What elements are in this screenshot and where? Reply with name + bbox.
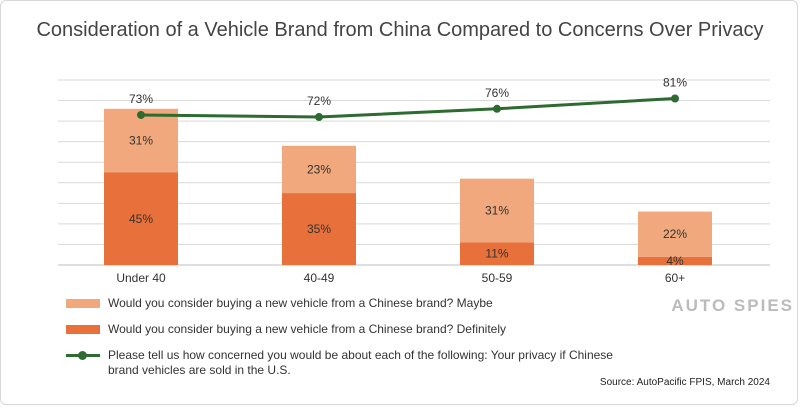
- bar-definitely: [282, 193, 356, 265]
- legend-item-maybe: Would you consider buying a new vehicle …: [66, 296, 493, 311]
- legend-swatch-maybe: [66, 299, 100, 308]
- privacy-label: 73%: [129, 92, 153, 106]
- category-label: Under 40: [116, 271, 166, 285]
- watermark-logo: AUTO SPIES: [671, 296, 794, 315]
- bar-definitely: [638, 256, 712, 265]
- bar-label-maybe: 22%: [663, 227, 687, 241]
- bar-labels: 45% 31% 35% 23% 11% 31% 4% 22%: [129, 134, 687, 268]
- bar-maybe: [638, 211, 712, 257]
- privacy-line-path: [140, 97, 676, 119]
- legend-label-line: Please tell us how concerned you would b…: [108, 348, 613, 377]
- privacy-point: [315, 113, 323, 121]
- bar-definitely: [460, 242, 534, 265]
- legend-label-definitely: Would you consider buying a new vehicle …: [108, 322, 506, 336]
- legend-item-line: Please tell us how concerned you would b…: [66, 348, 706, 378]
- bars: [104, 108, 712, 265]
- source-note: Source: AutoPacific FPIS, March 2024: [599, 377, 770, 388]
- bar-label-maybe: 23%: [307, 162, 331, 176]
- bar-label-definitely: 4%: [666, 254, 684, 268]
- legend-label-maybe: Would you consider buying a new vehicle …: [108, 296, 493, 310]
- privacy-line: 73% 72% 76% 81%: [129, 76, 687, 121]
- bar-maybe: [282, 145, 356, 194]
- bar-label-maybe: 31%: [485, 204, 509, 218]
- privacy-label: 81%: [663, 76, 687, 90]
- bar-maybe: [460, 178, 534, 243]
- privacy-label: 76%: [485, 86, 509, 100]
- bar-label-definitely: 45%: [129, 212, 153, 226]
- bar-label-definitely: 11%: [485, 247, 508, 261]
- legend-item-definitely: Would you consider buying a new vehicle …: [66, 322, 506, 337]
- category-labels: Under 40 40-49 50-59 60+: [116, 271, 685, 285]
- bar-label-maybe: 31%: [129, 134, 153, 148]
- category-label: 40-49: [304, 271, 335, 285]
- bar-definitely: [104, 172, 178, 265]
- category-label: 50-59: [482, 271, 513, 285]
- bar-maybe: [104, 108, 178, 173]
- legend-swatch-line: [66, 348, 100, 363]
- category-label: 60+: [665, 271, 685, 285]
- chart-title: Consideration of a Vehicle Brand from Ch…: [36, 19, 764, 41]
- privacy-label: 72%: [307, 94, 331, 108]
- legend-swatch-definitely: [66, 325, 100, 334]
- privacy-point: [137, 110, 145, 119]
- privacy-point: [671, 94, 679, 103]
- privacy-point: [493, 104, 501, 113]
- bar-label-definitely: 35%: [307, 222, 331, 236]
